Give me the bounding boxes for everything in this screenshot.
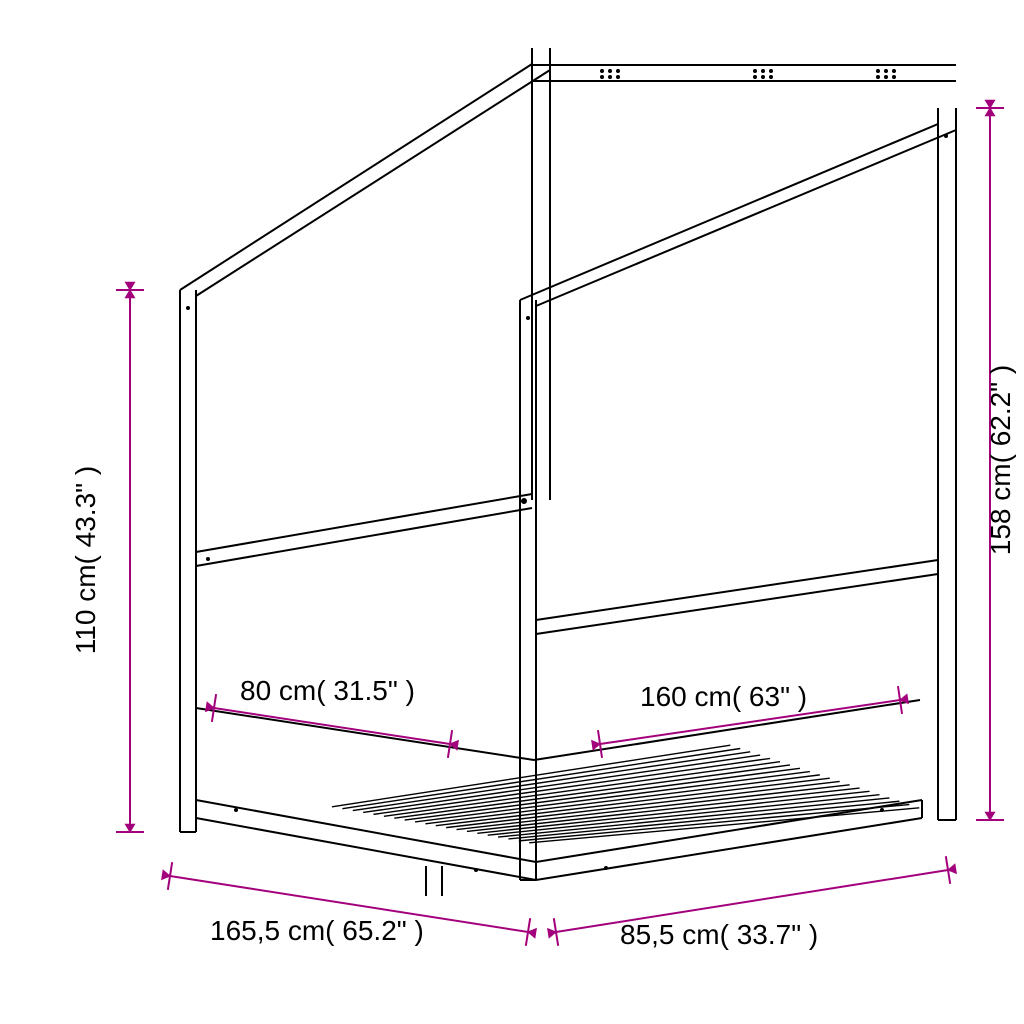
dim-label: 110 cm( 43.3" ) bbox=[70, 466, 101, 654]
dim-label: 160 cm( 63" ) bbox=[640, 681, 807, 712]
dim-label: 80 cm( 31.5" ) bbox=[240, 675, 415, 706]
dim-label: 165,5 cm( 65.2" ) bbox=[210, 915, 424, 946]
dim-label: 85,5 cm( 33.7" ) bbox=[620, 919, 818, 950]
dim-label: 158 cm( 62.2" ) bbox=[985, 365, 1016, 555]
